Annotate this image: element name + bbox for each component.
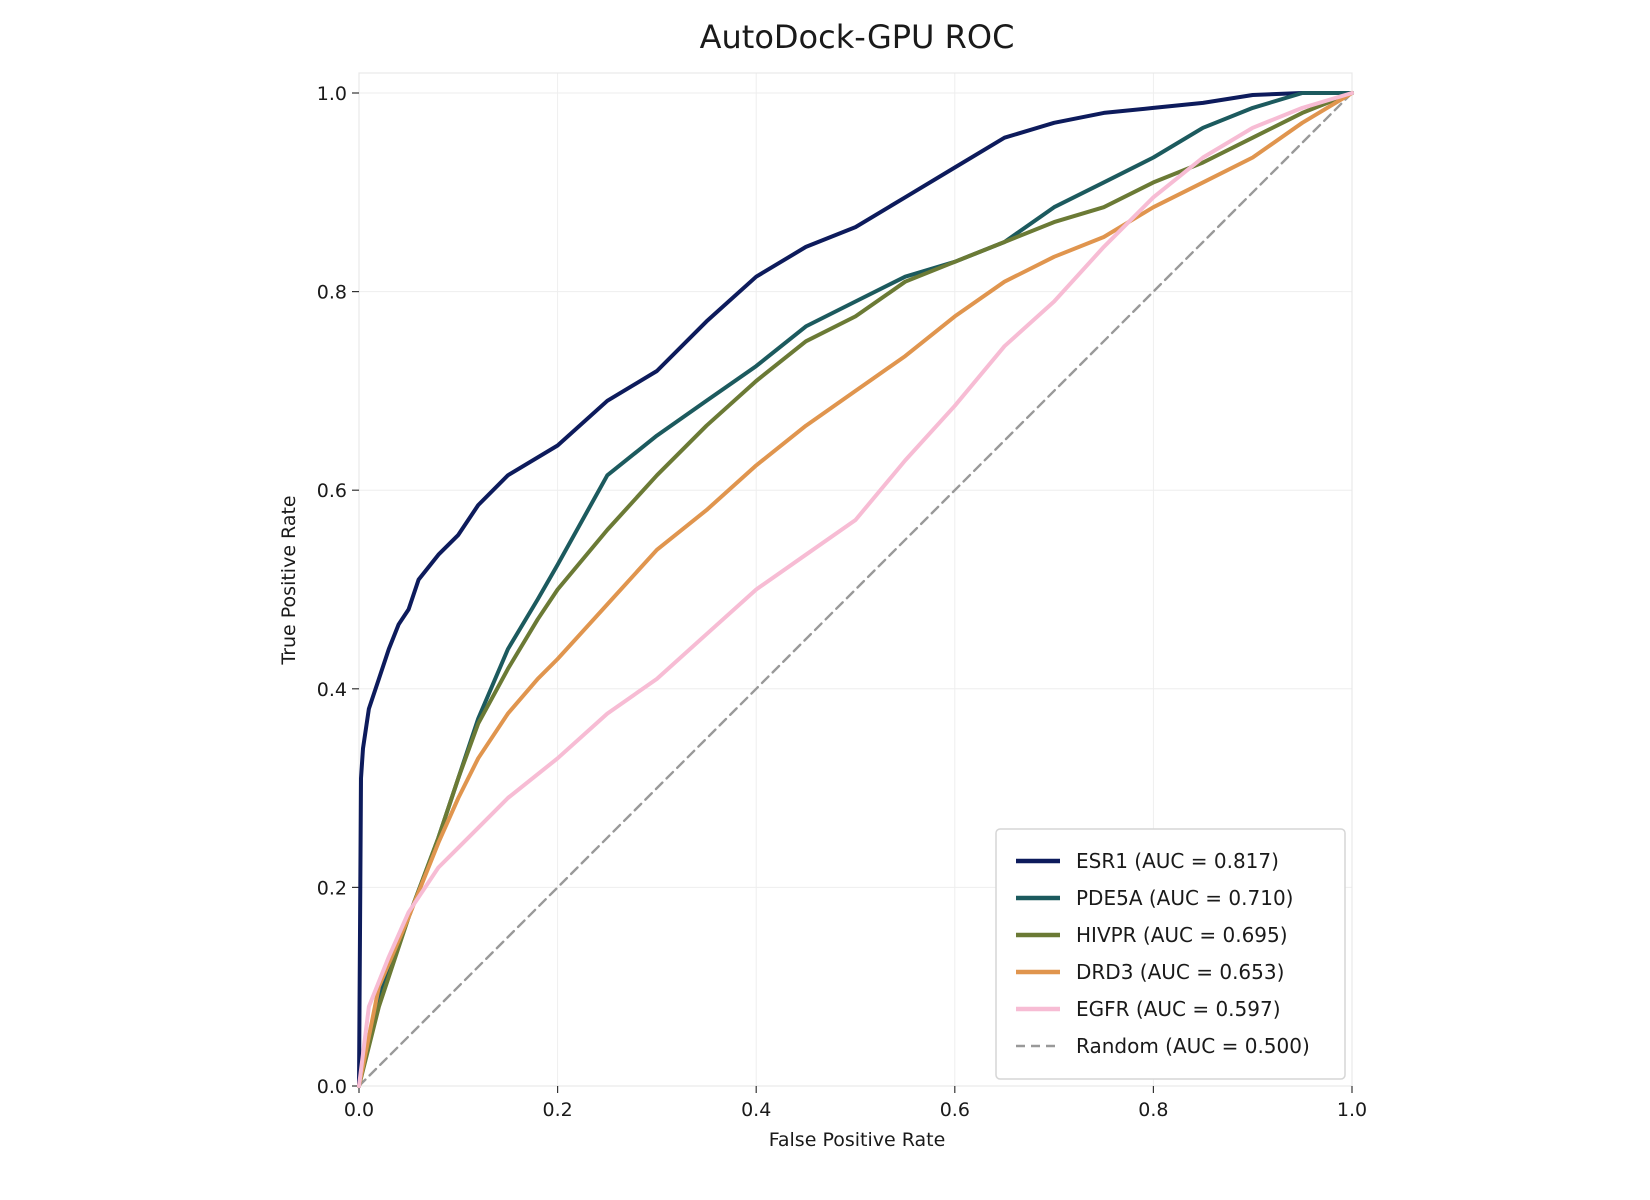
- y-axis-label: True Positive Rate: [278, 495, 300, 665]
- series-line-random: [357, 91, 1354, 1088]
- legend-label-random: Random (AUC = 0.500): [1076, 1034, 1310, 1058]
- series-line-egfr: [357, 91, 1354, 1088]
- y-tick-label: 0.0: [317, 1076, 347, 1098]
- x-tick-label: 1.0: [1337, 1099, 1367, 1121]
- chart-title: AutoDock-GPU ROC: [700, 18, 1015, 56]
- series-line-drd3: [357, 91, 1354, 1088]
- y-tick-label: 0.6: [317, 480, 347, 502]
- y-tick-label: 1.0: [317, 83, 347, 105]
- x-axis-label: False Positive Rate: [769, 1129, 946, 1151]
- legend-box: [995, 828, 1346, 1080]
- y-tick-label: 0.4: [317, 679, 347, 701]
- series-lines: [357, 91, 1354, 1088]
- y-tick-label: 0.8: [317, 282, 347, 304]
- series-line-esr1: [357, 91, 1354, 1088]
- legend-label-esr1: ESR1 (AUC = 0.817): [1076, 849, 1279, 873]
- y-tick-label: 0.2: [317, 877, 347, 899]
- plot-frame: [358, 72, 1353, 1087]
- x-tick-label: 0.6: [940, 1099, 970, 1121]
- axes: 0.0 0.2 0.4 0.6 0.8 1.0 0.0 0.2 0.4 0.6 0.8 1.0: [317, 83, 1367, 1121]
- legend-label-egfr: EGFR (AUC = 0.597): [1076, 997, 1281, 1021]
- x-tick-label: 0.0: [344, 1099, 374, 1121]
- legend-label-hivpr: HIVPR (AUC = 0.695): [1076, 923, 1288, 947]
- x-tick-label: 0.8: [1138, 1099, 1168, 1121]
- series-line-hivpr: [357, 91, 1354, 1088]
- x-tick-label: 0.4: [741, 1099, 771, 1121]
- legend-label-pde5a: PDE5A (AUC = 0.710): [1076, 886, 1293, 910]
- legend-label-drd3: DRD3 (AUC = 0.653): [1076, 960, 1284, 984]
- x-tick-label: 0.2: [542, 1099, 572, 1121]
- legend: ESR1 (AUC = 0.817) PDE5A (AUC = 0.710) HIV…: [995, 828, 1346, 1080]
